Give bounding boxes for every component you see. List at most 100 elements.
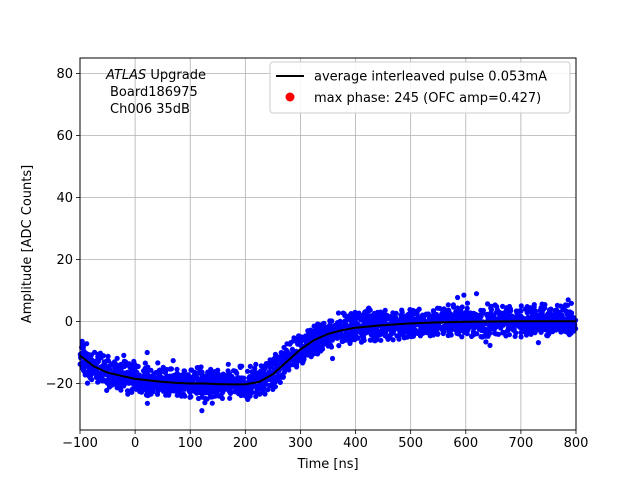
scatter-point xyxy=(487,342,493,348)
scatter-point xyxy=(237,363,243,369)
scatter-point xyxy=(202,389,208,396)
scatter-point xyxy=(361,337,367,343)
scatter-point xyxy=(401,323,407,329)
scatter-point xyxy=(455,294,461,301)
y-tick-label: 80 xyxy=(56,67,73,82)
scatter-point xyxy=(92,349,98,355)
scatter-point xyxy=(401,327,407,334)
scatter-point xyxy=(205,384,211,390)
scatter-point xyxy=(318,348,324,354)
scatter-point xyxy=(493,324,499,330)
scatter-point xyxy=(261,363,267,369)
scatter-point xyxy=(82,372,88,378)
scatter-point xyxy=(253,361,259,367)
scatter-point xyxy=(551,314,558,320)
scatter-point xyxy=(308,327,314,333)
scatter-point xyxy=(442,307,448,313)
scatter-point xyxy=(247,363,253,369)
x-axis-label: Time [ns] xyxy=(296,457,358,472)
annotation-line1: ATLAS Upgrade xyxy=(105,68,206,83)
x-tick-label: 400 xyxy=(343,436,368,451)
scatter-point xyxy=(530,314,536,320)
scatter-point xyxy=(118,384,124,390)
scatter-point xyxy=(125,391,131,397)
scatter-point xyxy=(365,306,371,312)
scatter-point xyxy=(174,366,180,372)
scatter-point xyxy=(355,321,361,328)
y-tick-label: 0 xyxy=(65,315,73,330)
scatter-point xyxy=(195,395,202,402)
scatter-point xyxy=(144,349,150,356)
scatter-point xyxy=(529,325,536,331)
scatter-point xyxy=(459,304,465,310)
scatter-point xyxy=(477,325,483,331)
scatter-point xyxy=(385,334,391,340)
scatter-point xyxy=(282,353,288,360)
scatter-point xyxy=(399,307,405,313)
scatter-point xyxy=(406,332,412,338)
scatter-point xyxy=(166,390,172,396)
scatter-point xyxy=(79,338,85,344)
y-axis-label: Amplitude [ADC Counts] xyxy=(20,165,35,323)
scatter-point xyxy=(503,333,509,339)
scatter-point xyxy=(569,326,575,332)
scatter-point xyxy=(403,317,409,323)
scatter-point xyxy=(233,369,239,375)
scatter-point xyxy=(282,364,288,370)
scatter-point xyxy=(234,378,240,384)
scatter-point xyxy=(335,310,342,316)
scatter-point xyxy=(105,353,111,359)
scatter-point xyxy=(146,373,152,379)
scatter-point xyxy=(188,367,194,373)
scatter-point xyxy=(485,333,491,339)
plot-frame xyxy=(79,57,577,431)
scatter-point xyxy=(518,308,524,314)
average-pulse-line xyxy=(79,320,576,386)
scatter-point xyxy=(439,311,445,317)
scatter-point xyxy=(206,377,212,383)
scatter-point xyxy=(540,326,546,332)
scatter-point xyxy=(95,379,101,385)
y-tick-label: 60 xyxy=(56,129,73,144)
scatter-point xyxy=(214,372,220,378)
scatter-point xyxy=(554,302,561,308)
scatter-point xyxy=(273,363,280,369)
scatter-point xyxy=(374,312,380,318)
scatter-point xyxy=(359,316,365,323)
scatter-point xyxy=(80,365,86,371)
scatter-point xyxy=(532,321,538,327)
scatter-point xyxy=(371,331,377,337)
scatter-point xyxy=(155,360,161,366)
scatter-point xyxy=(168,366,174,372)
scatter-point xyxy=(422,312,428,319)
scatter-point xyxy=(417,333,423,339)
scatter-point xyxy=(332,325,338,331)
scatter-point xyxy=(465,314,471,321)
legend-box xyxy=(269,61,571,114)
scatter-point xyxy=(513,308,520,314)
scatter-point xyxy=(110,380,117,386)
x-tick-label: 800 xyxy=(564,436,589,451)
scatter-point xyxy=(380,310,386,317)
scatter-point xyxy=(254,385,260,391)
scatter-point xyxy=(338,324,344,330)
y-tick-label: −20 xyxy=(46,377,73,392)
scatter-point xyxy=(245,393,251,399)
x-tick-label: 600 xyxy=(453,436,478,451)
scatter-point xyxy=(556,309,562,316)
scatter-point xyxy=(106,384,113,390)
scatter-point xyxy=(156,373,162,379)
scatter-point xyxy=(144,400,150,406)
scatter-point xyxy=(329,355,336,362)
scatter-point xyxy=(140,368,147,374)
scatter-point xyxy=(471,325,477,331)
scatter-point xyxy=(521,324,527,330)
x-tick-label: 200 xyxy=(233,436,258,451)
scatter-point xyxy=(243,385,249,391)
scatter-point xyxy=(497,309,503,316)
scatter-point xyxy=(314,325,320,331)
scatter-point xyxy=(396,336,402,342)
scatter-point xyxy=(416,329,422,335)
scatter-point xyxy=(544,332,550,338)
